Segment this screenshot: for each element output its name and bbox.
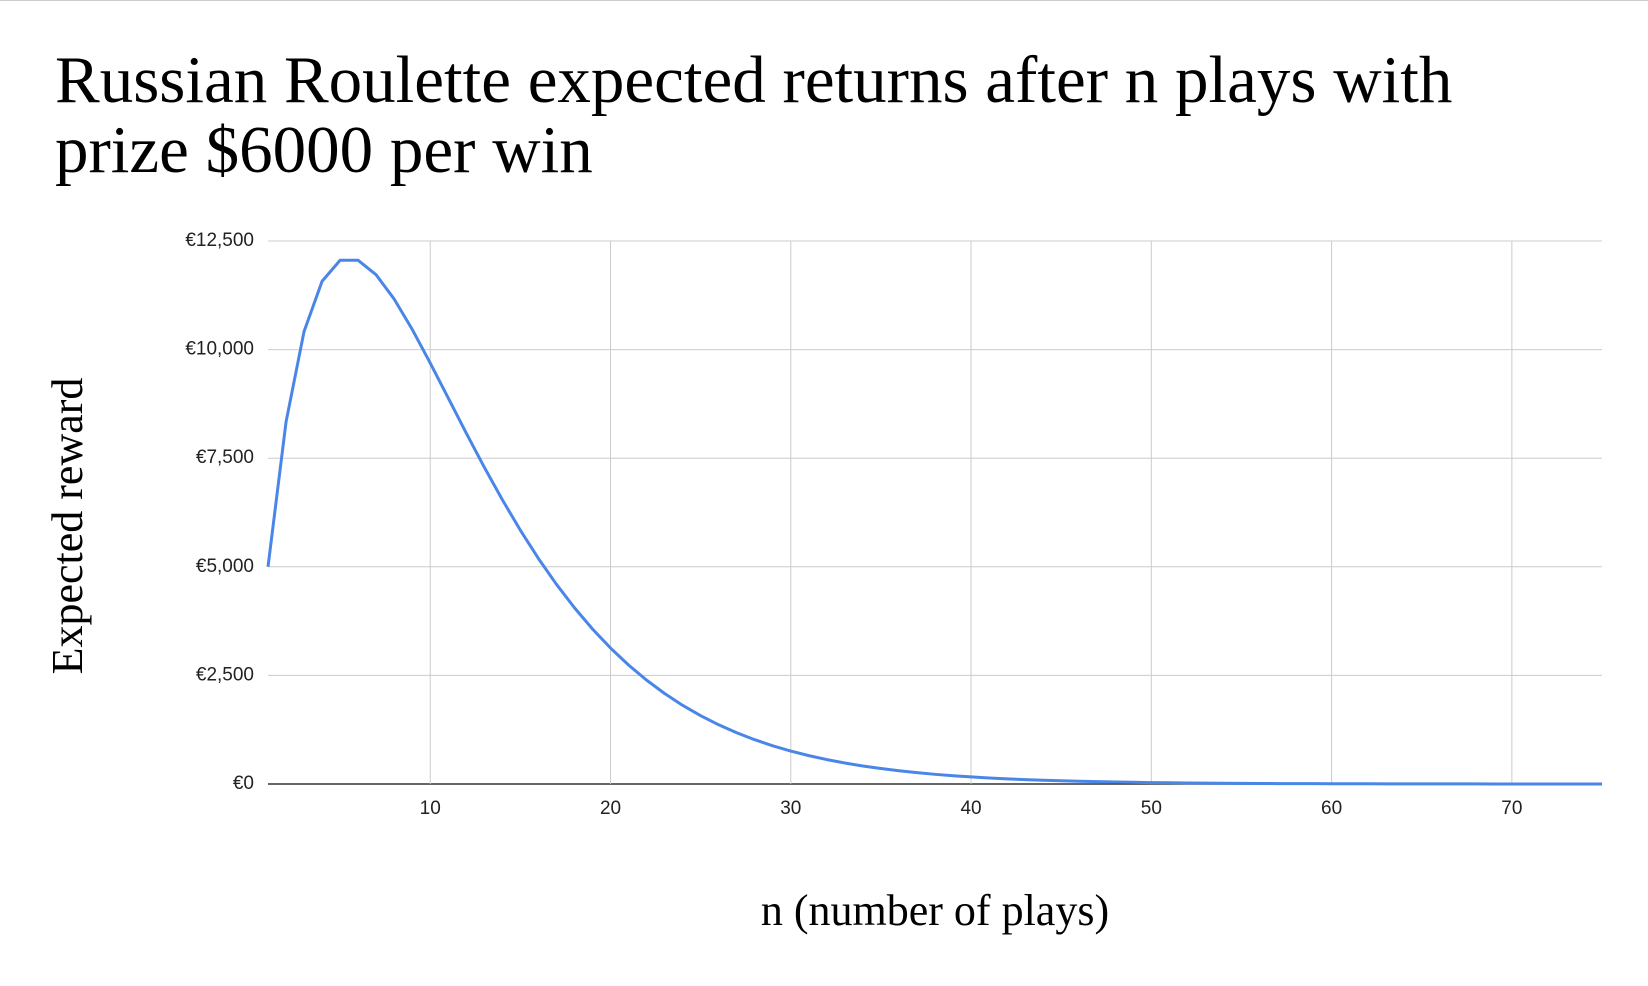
x-tick-label: 50 [1141,798,1162,819]
y-tick-label: €2,500 [196,664,254,685]
y-tick-label: €5,000 [196,556,254,577]
x-tick-label: 70 [1501,798,1522,819]
y-tick-label: €12,500 [185,230,254,251]
y-tick-label: €10,000 [185,339,254,360]
x-tick-label: 30 [780,798,801,819]
x-tick-label: 20 [600,798,621,819]
x-tick-label: 60 [1321,798,1342,819]
x-axis-title: n (number of plays) [761,886,1109,935]
data-line [266,258,1602,786]
y-axis-title: Expected reward [43,378,92,675]
x-tick-label: 40 [960,798,981,819]
y-tick-label: €0 [233,773,254,794]
y-tick-label: €7,500 [196,447,254,468]
x-tick-label: 10 [420,798,441,819]
chart-title: Russian Roulette expected returns after … [55,43,1453,187]
